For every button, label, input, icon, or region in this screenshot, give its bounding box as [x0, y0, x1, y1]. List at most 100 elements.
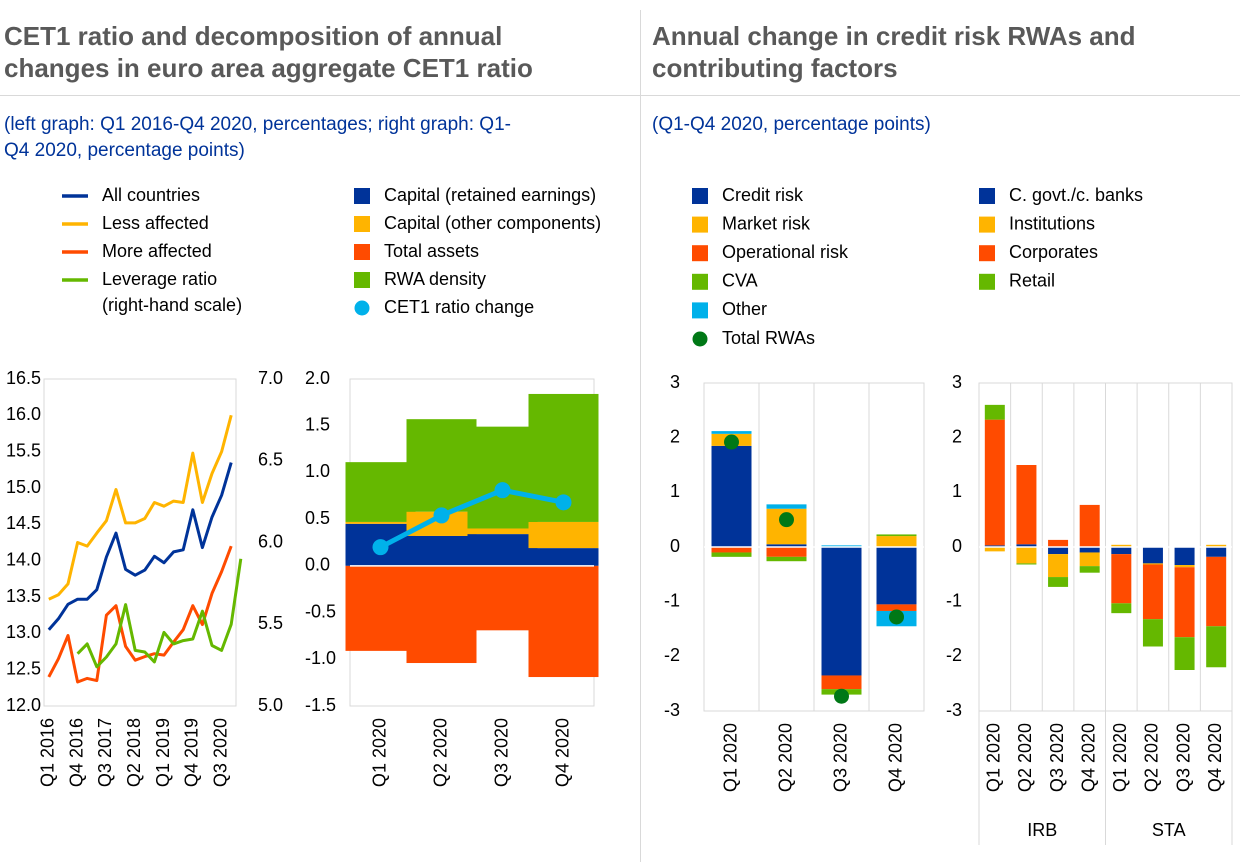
decomp-bar-segment	[467, 426, 538, 529]
classrwa-bar-segment	[1111, 603, 1132, 614]
cet1-y-tick-label: 16.0	[6, 404, 41, 424]
cet1-x-tick-label: Q2 2018	[124, 718, 144, 787]
classrwa-bar-segment	[1206, 556, 1227, 627]
decomp-y-tick-label: -1.5	[305, 695, 336, 715]
riskrwa-x-tick-label: Q2 2020	[775, 723, 795, 792]
cet1-legend-label: (right-hand scale)	[102, 295, 242, 315]
decomp-bar-segment	[528, 548, 599, 566]
cet1-legend-label: All countries	[102, 185, 200, 205]
cet1-y2-tick-label: 5.0	[258, 695, 283, 715]
riskrwa-y-tick-label: -2	[664, 645, 680, 665]
classrwa-x-tick-label: Q2 2020	[1142, 723, 1162, 792]
decomp-legend-marker	[354, 244, 370, 260]
classrwa-bar-segment	[1079, 547, 1100, 553]
riskrwa-bar-segment	[766, 556, 807, 562]
riskrwa-bar-segment	[876, 534, 917, 537]
classrwa-legend-label: Retail	[1009, 271, 1055, 291]
classrwa-bar-segment	[1206, 626, 1227, 668]
riskrwa-total-dot	[779, 512, 794, 528]
decomp-bar-segment	[406, 419, 477, 512]
decomp-legend-marker	[354, 272, 370, 288]
decomp-bar-segment	[345, 521, 416, 524]
decomp-bar-segment	[528, 565, 599, 678]
riskrwa-bar-segment	[766, 504, 807, 509]
decomp-legend-label: Capital (other components)	[384, 213, 601, 233]
riskrwa-legend-marker	[692, 302, 708, 319]
decomp-legend-label: Capital (retained earnings)	[384, 185, 596, 205]
decomp-bar-segment	[467, 534, 538, 566]
classrwa-bar-segment	[984, 404, 1005, 420]
riskrwa-bar-segment	[876, 536, 917, 547]
riskrwa-y-tick-label: 2	[670, 426, 680, 446]
classrwa-bar-segment	[1079, 552, 1100, 567]
classrwa-y-tick-label: -1	[946, 590, 962, 610]
decomp-cet1-change-point	[494, 482, 511, 499]
decomp-bar-segment	[345, 565, 416, 651]
riskrwa-bar-segment	[821, 545, 862, 547]
classrwa-bar-segment	[1079, 566, 1100, 573]
classrwa-group-label: STA	[1152, 820, 1186, 840]
cet1-y2-tick-label: 6.5	[258, 450, 283, 470]
riskrwa-y-tick-label: 3	[670, 372, 680, 392]
riskrwa-legend-label: Market risk	[722, 213, 811, 233]
classrwa-bar-segment	[1142, 563, 1163, 565]
classrwa-bar-segment	[1111, 554, 1132, 604]
classrwa-bar-segment	[1016, 547, 1037, 564]
cet1-y2-tick-label: 5.5	[258, 613, 283, 633]
cet1-y-tick-label: 14.0	[6, 549, 41, 569]
decomp-y-tick-label: -1.0	[305, 648, 336, 668]
decomp-bar-segment	[406, 565, 477, 664]
classrwa-legend-marker	[979, 273, 995, 290]
left-title-line1: CET1 ratio and decomposition of annual	[4, 21, 503, 51]
decomp-bar-segment	[345, 462, 416, 522]
cet1-line-more-affected	[47, 545, 233, 684]
riskrwa-x-tick-label: Q4 2020	[885, 723, 905, 792]
riskrwa-bar-segment	[766, 544, 807, 547]
left-panel-title: CET1 ratio and decomposition of annual c…	[4, 20, 533, 84]
decomp-y-tick-label: -0.5	[305, 601, 336, 621]
decomp-y-tick-label: 0.0	[305, 555, 330, 575]
classrwa-bar-segment	[1174, 637, 1195, 670]
decomp-bar-segment	[406, 535, 477, 566]
classrwa-bar-segment	[1016, 563, 1037, 565]
cet1-y2-tick-label: 7.0	[258, 368, 283, 388]
riskrwa-bar-segment	[821, 547, 862, 676]
classrwa-x-tick-label: Q2 2020	[1015, 723, 1035, 792]
classrwa-bar-segment	[1048, 539, 1069, 547]
cet1-y-tick-label: 16.5	[6, 368, 41, 388]
decomp-cet1-change-line	[379, 487, 564, 550]
riskrwa-bar-segment	[766, 547, 807, 557]
classrwa-y-tick-label: 1	[952, 481, 962, 501]
classrwa-legend-marker	[979, 188, 995, 204]
right-title-line1: Annual change in credit risk RWAs and	[652, 21, 1136, 51]
decomp-legend-label: RWA density	[384, 269, 486, 289]
cet1-legend-label: Leverage ratio	[102, 269, 217, 289]
decomp-x-tick-label: Q3 2020	[491, 718, 511, 787]
cet1-y-tick-label: 15.0	[6, 477, 41, 497]
decomp-legend-label: Total assets	[384, 241, 479, 261]
classrwa-bar-segment	[1048, 554, 1069, 578]
riskrwa-y-tick-label: 1	[670, 481, 680, 501]
classrwa-y-tick-label: -2	[946, 645, 962, 665]
decomp-x-tick-label: Q2 2020	[430, 718, 450, 787]
riskrwa-legend-marker	[692, 273, 708, 290]
cet1-line-all-countries	[47, 462, 233, 631]
cet1-legend-label: Less affected	[102, 213, 209, 233]
left-subtitle-line2: Q4 2020, percentage points)	[4, 140, 245, 161]
cet1-x-tick-label: Q4 2016	[66, 718, 86, 787]
left-title-line2: changes in euro area aggregate CET1 rati…	[4, 53, 533, 83]
decomp-y-tick-label: 0.5	[305, 508, 330, 528]
classrwa-bar-segment	[1048, 547, 1069, 555]
decomp-bar-segment	[528, 521, 599, 549]
classrwa-bar-segment	[1142, 619, 1163, 647]
classrwa-bar-segment	[1206, 547, 1227, 557]
riskrwa-total-dot	[834, 688, 849, 704]
classrwa-legend-label: Corporates	[1009, 242, 1098, 262]
classrwa-x-tick-label: Q4 2020	[1078, 723, 1098, 792]
decomp-cet1-change-point	[372, 539, 389, 556]
classrwa-y-tick-label: -3	[946, 700, 962, 720]
riskrwa-y-tick-label: 0	[670, 536, 680, 556]
classrwa-bar-segment	[1016, 465, 1037, 545]
classrwa-bar-segment	[1142, 547, 1163, 564]
